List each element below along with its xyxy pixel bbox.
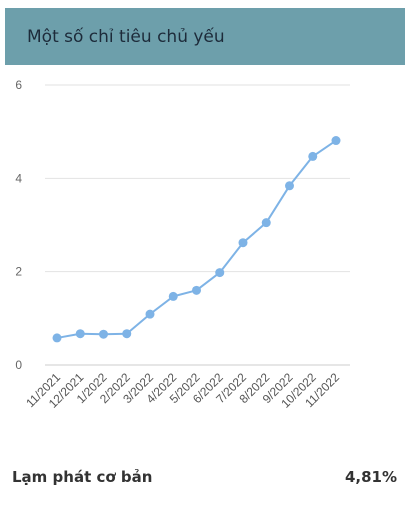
y-tick-label: 4 (15, 171, 22, 185)
header-bar: Một số chỉ tiêu chủ yếu (5, 8, 405, 65)
data-point[interactable] (308, 151, 318, 161)
core-inflation-value: 4,81% (344, 468, 397, 486)
data-point[interactable] (52, 333, 62, 343)
data-point[interactable] (285, 181, 294, 191)
data-point[interactable] (75, 329, 85, 339)
footer-row: Lạm phát cơ bản 4,81% (12, 465, 397, 489)
data-point[interactable] (261, 218, 271, 228)
x-axis-ticks: 11/202112/20211/20222/20223/20224/20225/… (23, 370, 342, 411)
core-inflation-label: Lạm phát cơ bản (12, 468, 153, 486)
y-axis-ticks: 0 2 4 6 (15, 78, 22, 372)
series-layer (52, 136, 341, 343)
y-tick-label: 0 (15, 358, 22, 372)
data-point[interactable] (145, 309, 155, 319)
data-point[interactable] (331, 136, 341, 146)
data-point[interactable] (99, 329, 108, 339)
data-point[interactable] (192, 285, 201, 295)
line-chart: 0 2 4 6 11/202112/20211/20222/20223/20224/2… (15, 78, 350, 411)
series-line (56, 139, 337, 339)
data-point[interactable] (168, 291, 178, 301)
y-tick-label: 2 (15, 265, 22, 279)
data-point[interactable] (122, 329, 132, 339)
y-tick-label: 6 (15, 78, 22, 92)
grid-lines (45, 84, 350, 366)
data-point[interactable] (215, 268, 225, 278)
header-title: Một số chỉ tiêu chủ yếu (27, 27, 225, 47)
data-point[interactable] (238, 238, 248, 248)
